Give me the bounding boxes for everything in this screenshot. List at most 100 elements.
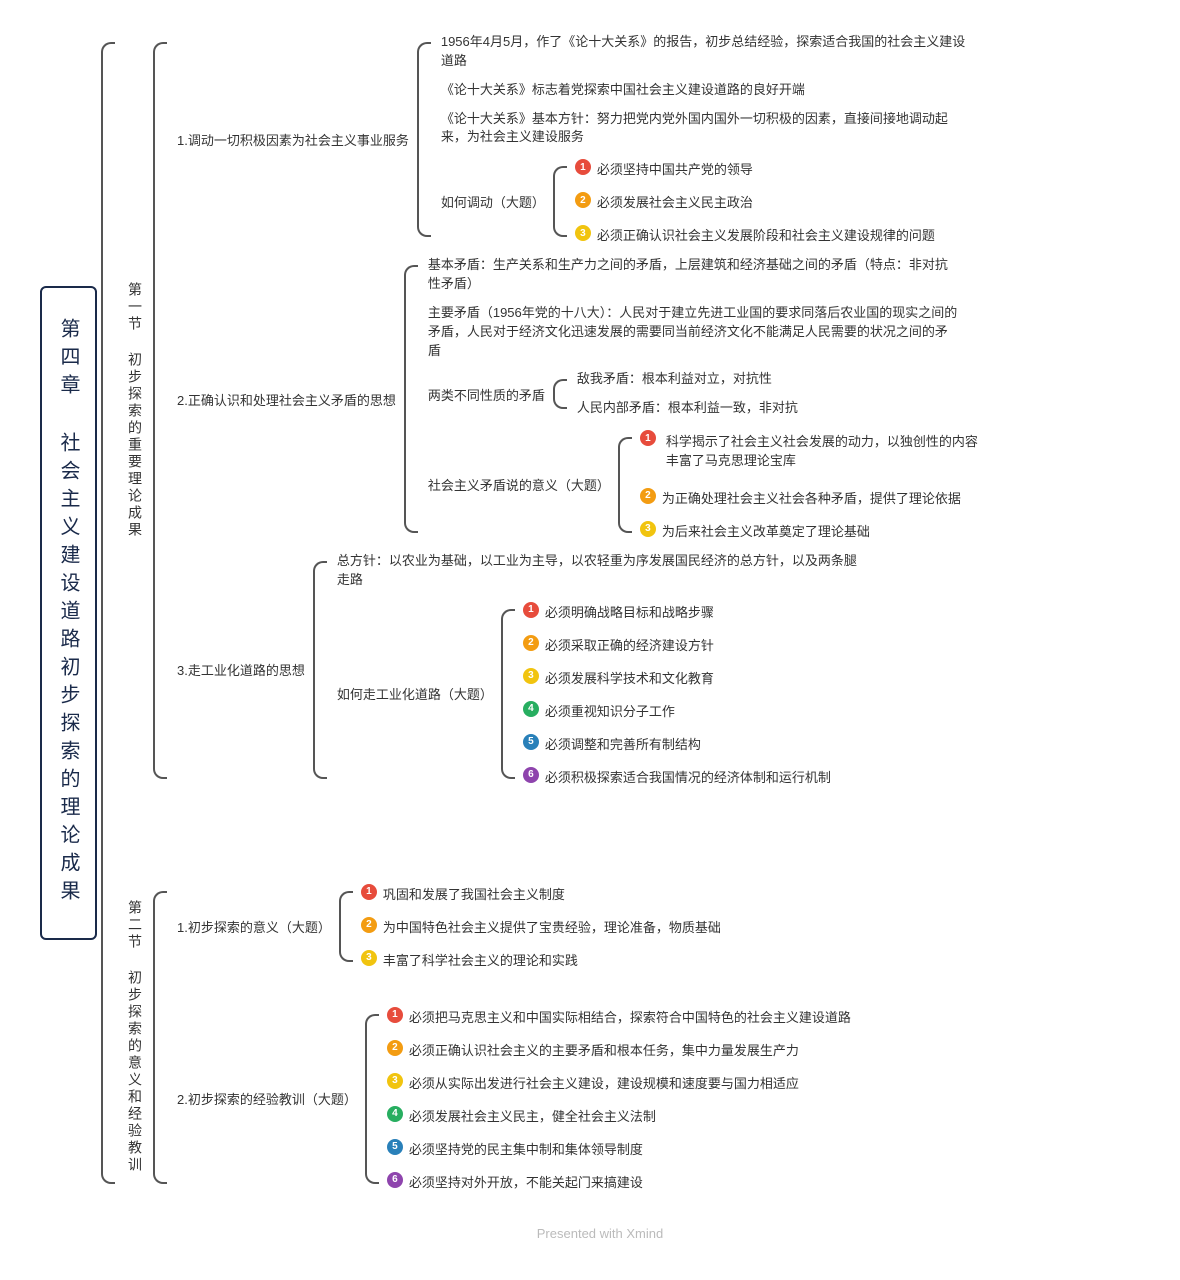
num-badge-1: 1 [523, 602, 539, 618]
numbered-item: 3 必须正确认识社会主义发展阶段和社会主义建设规律的问题 [573, 220, 937, 249]
num-badge-2: 2 [523, 635, 539, 651]
leaf-text: 必须从实际出发进行社会主义建设，建设规模和速度要与国力相适应 [409, 1073, 799, 1092]
leaf-text: 为后来社会主义改革奠定了理论基础 [662, 521, 870, 540]
spacer [173, 978, 853, 998]
num-badge-3: 3 [361, 950, 377, 966]
leaf-text: 必须把马克思主义和中国实际相结合，探索符合中国特色的社会主义建设道路 [409, 1007, 851, 1026]
numbered-item: 1 必须把马克思主义和中国实际相结合，探索符合中国特色的社会主义建设道路 [385, 1002, 853, 1031]
section-1-title[interactable]: 第一节 初步探索的重要理论成果 [121, 276, 149, 545]
numbered-item: 6 必须积极探索适合我国情况的经济体制和运行机制 [521, 762, 833, 791]
numbered-item: 1科学揭示了社会主义社会发展的动力，以独创性的内容丰富了马克思理论宝库 [638, 425, 984, 479]
numbered-item: 3 为后来社会主义改革奠定了理论基础 [638, 516, 984, 545]
leaf: 总方针：以农业为基础，以工业为主导，以农轻重为序发展国民经济的总方针，以及两条腿… [333, 549, 873, 593]
leaf: 《论十大关系》基本方针：努力把党内党外国内国外一切积极的因素，直接间接地调动起来… [437, 107, 977, 151]
numbered-item: 3 丰富了科学社会主义的理论和实践 [359, 945, 723, 974]
num-badge-6: 6 [387, 1172, 403, 1188]
sec1-topic1: 1.调动一切积极因素为社会主义事业服务 1956年4月5月，作了《论十大关系》的… [173, 30, 984, 249]
leaf: 《论十大关系》标志着党探索中国社会主义建设道路的良好开端 [437, 78, 977, 103]
leaf-text: 必须正确认识社会主义的主要矛盾和根本任务，集中力量发展生产力 [409, 1040, 799, 1059]
leaf-text: 必须发展科学技术和文化教育 [545, 668, 714, 687]
numbered-item: 2 必须采取正确的经济建设方针 [521, 630, 833, 659]
bracket [153, 42, 167, 779]
spacer [121, 795, 984, 875]
numbered-item: 1 巩固和发展了我国社会主义制度 [359, 879, 723, 908]
sec1-t3-how: 如何走工业化道路（大题） 1 必须明确战略目标和战略步骤 2 必须采取正确的经济建设… [333, 597, 873, 791]
bracket [339, 891, 353, 962]
num-badge-1: 1 [640, 430, 656, 446]
num-badge-4: 4 [387, 1106, 403, 1122]
footer-credit: Presented with Xmind [40, 1226, 1160, 1241]
numbered-item: 2 必须正确认识社会主义的主要矛盾和根本任务，集中力量发展生产力 [385, 1035, 853, 1064]
topic-label[interactable]: 1.调动一切积极因素为社会主义事业服务 [173, 126, 413, 153]
numbered-item: 4 必须发展社会主义民主，健全社会主义法制 [385, 1101, 853, 1130]
topic-label[interactable]: 社会主义矛盾说的意义（大题） [424, 471, 614, 498]
num-badge-2: 2 [575, 192, 591, 208]
num-badge-3: 3 [575, 225, 591, 241]
bracket [553, 379, 567, 409]
num-badge-3: 3 [523, 668, 539, 684]
topic-label[interactable]: 如何走工业化道路（大题） [333, 680, 497, 707]
bracket [313, 561, 327, 779]
num-badge-2: 2 [387, 1040, 403, 1056]
numbered-item: 1 必须明确战略目标和战略步骤 [521, 597, 833, 626]
numbered-item: 1必须坚持中国共产党的领导 [573, 154, 937, 183]
leaf-text: 必须采取正确的经济建设方针 [545, 635, 714, 654]
leaf-text: 巩固和发展了我国社会主义制度 [383, 884, 565, 903]
num-badge-6: 6 [523, 767, 539, 783]
num-badge-1: 1 [361, 884, 377, 900]
numbered-item: 2 必须发展社会主义民主政治 [573, 187, 937, 216]
bracket [417, 42, 431, 237]
leaf: 主要矛盾（1956年党的十八大）：人民对于建立先进工业国的要求同落后农业国的现实… [424, 301, 964, 364]
num-badge-1: 1 [575, 159, 591, 175]
topic-label[interactable]: 2.初步探索的经验教训（大题） [173, 1085, 361, 1112]
topic-label[interactable]: 两类不同性质的矛盾 [424, 381, 549, 408]
leaf-text: 丰富了科学社会主义的理论和实践 [383, 950, 578, 969]
numbered-item: 4 必须重视知识分子工作 [521, 696, 833, 725]
section-1: 第一节 初步探索的重要理论成果 1.调动一切积极因素为社会主义事业服务 1956… [121, 30, 984, 791]
leaf: 1956年4月5月，作了《论十大关系》的报告，初步总结经验，探索适合我国的社会主… [437, 30, 977, 74]
numbered-item: 6 必须坚持对外开放，不能关起门来搞建设 [385, 1167, 853, 1196]
bracket [365, 1014, 379, 1184]
numbered-item: 3 必须发展科学技术和文化教育 [521, 663, 833, 692]
num-badge-2: 2 [361, 917, 377, 933]
sec1-t1-how: 如何调动（大题） 1必须坚持中国共产党的领导 2 必须发展社会主义民主政治 3 必须… [437, 154, 977, 249]
numbered-item: 2 为中国特色社会主义提供了宝贵经验，理论准备，物质基础 [359, 912, 723, 941]
leaf: 人民内部矛盾：根本利益一致，非对抗 [573, 396, 802, 421]
leaf-text: 必须坚持对外开放，不能关起门来搞建设 [409, 1172, 643, 1191]
topic-label[interactable]: 如何调动（大题） [437, 188, 549, 215]
section-2-title[interactable]: 第二节 初步探索的意义和经验教训 [121, 894, 149, 1180]
bracket [553, 166, 567, 237]
num-badge-5: 5 [387, 1139, 403, 1155]
bracket [618, 437, 632, 533]
numbered-item: 5必须坚持党的民主集中制和集体领导制度 [385, 1134, 853, 1163]
num-badge-3: 3 [640, 521, 656, 537]
num-badge-1: 1 [387, 1007, 403, 1023]
num-badge-4: 4 [523, 701, 539, 717]
leaf-text: 必须积极探索适合我国情况的经济体制和运行机制 [545, 767, 831, 786]
leaf-text: 必须发展社会主义民主，健全社会主义法制 [409, 1106, 656, 1125]
sec1-topic2: 2.正确认识和处理社会主义矛盾的思想 基本矛盾：生产关系和生产力之间的矛盾，上层… [173, 253, 984, 545]
sec1-t2-sig: 社会主义矛盾说的意义（大题） 1科学揭示了社会主义社会发展的动力，以独创性的内容… [424, 425, 984, 545]
sec1-t2-two: 两类不同性质的矛盾 敌我矛盾：根本利益对立，对抗性 人民内部矛盾：根本利益一致，… [424, 367, 984, 421]
mindmap-root-container: 第四章 社会主义建设道路初步探索的理论成果 第一节 初步探索的重要理论成果 1.… [40, 30, 1160, 1196]
leaf: 基本矛盾：生产关系和生产力之间的矛盾，上层建筑和经济基础之间的矛盾（特点：非对抗… [424, 253, 964, 297]
leaf-text: 必须发展社会主义民主政治 [597, 192, 753, 211]
bracket [101, 42, 115, 1184]
num-badge-5: 5 [523, 734, 539, 750]
numbered-item: 3 必须从实际出发进行社会主义建设，建设规模和速度要与国力相适应 [385, 1068, 853, 1097]
leaf-text: 必须明确战略目标和战略步骤 [545, 602, 714, 621]
leaf-text: 必须重视知识分子工作 [545, 701, 675, 720]
topic-label[interactable]: 2.正确认识和处理社会主义矛盾的思想 [173, 386, 400, 413]
num-badge-2: 2 [640, 488, 656, 504]
num-badge-3: 3 [387, 1073, 403, 1089]
leaf-text: 为中国特色社会主义提供了宝贵经验，理论准备，物质基础 [383, 917, 721, 936]
topic-label[interactable]: 1.初步探索的意义（大题） [173, 913, 335, 940]
topic-label[interactable]: 3.走工业化道路的思想 [173, 656, 309, 683]
bracket [153, 891, 167, 1184]
leaf-text: 必须调整和完善所有制结构 [545, 734, 701, 753]
root-node[interactable]: 第四章 社会主义建设道路初步探索的理论成果 [40, 286, 97, 940]
root-branch: 第一节 初步探索的重要理论成果 1.调动一切积极因素为社会主义事业服务 1956… [97, 30, 984, 1196]
bracket [404, 265, 418, 533]
sec2-topic2: 2.初步探索的经验教训（大题） 1 必须把马克思主义和中国实际相结合，探索符合中国… [173, 1002, 853, 1196]
leaf-text: 必须正确认识社会主义发展阶段和社会主义建设规律的问题 [597, 225, 935, 244]
